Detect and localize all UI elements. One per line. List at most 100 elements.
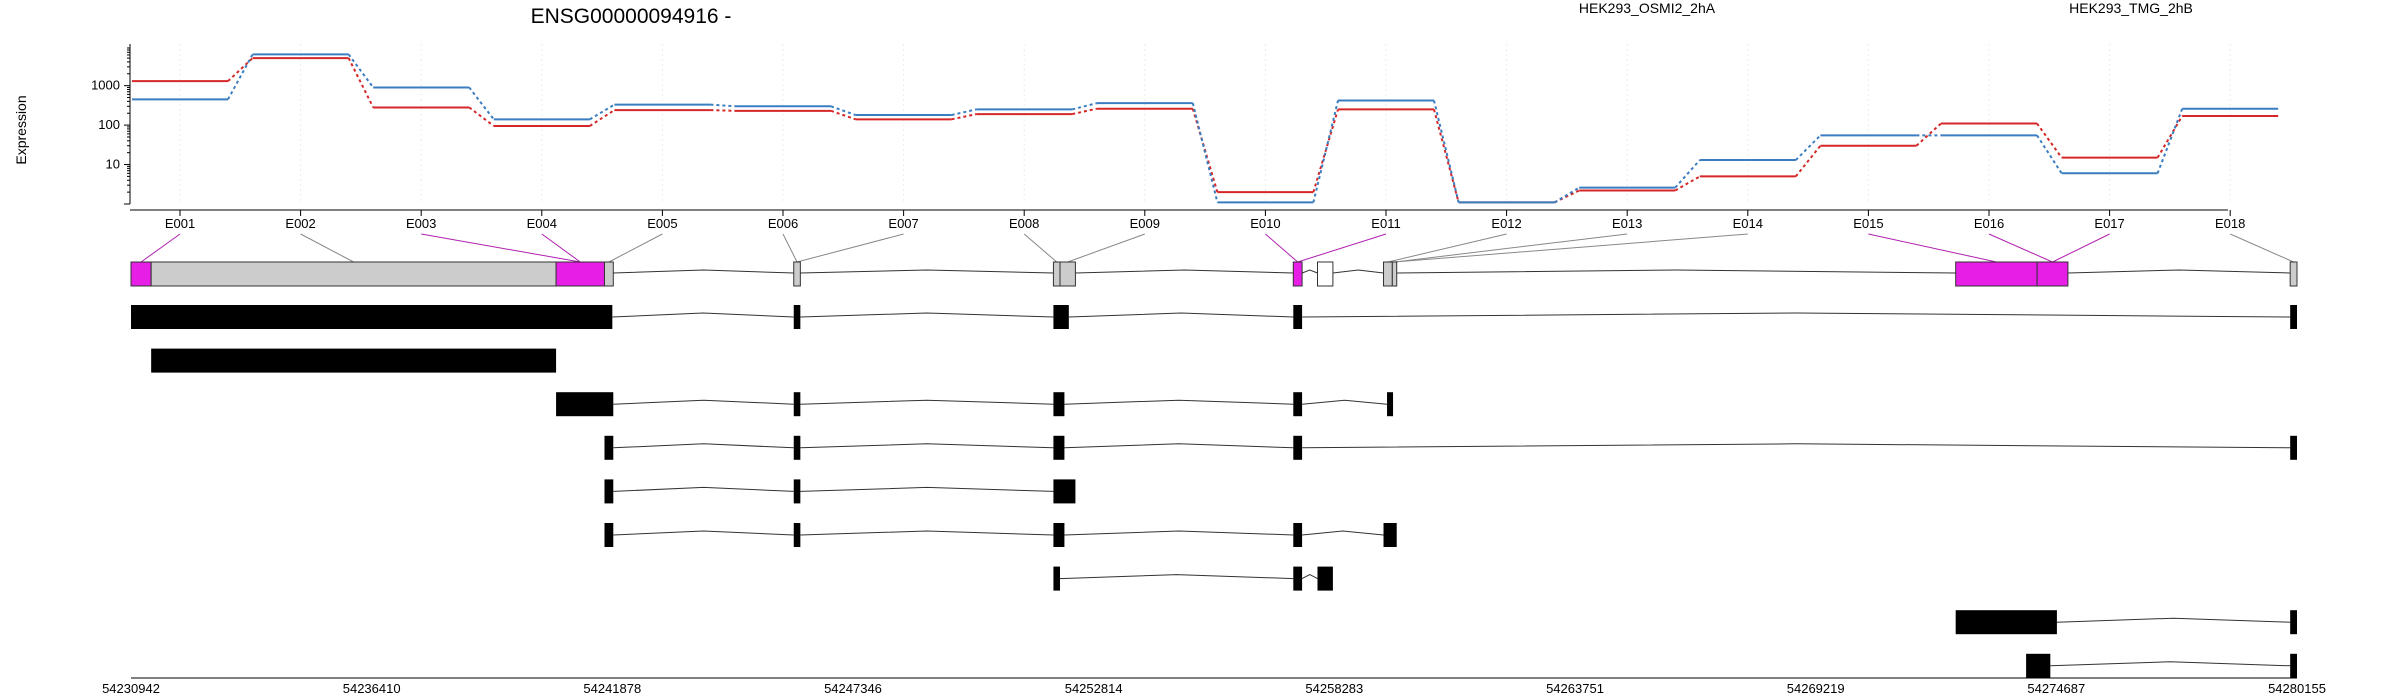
transcript-intron — [1060, 574, 1294, 580]
series-2-link — [2036, 134, 2063, 174]
series-2-link — [710, 103, 736, 108]
transcript-intron — [1064, 399, 1294, 405]
y-axis-label: Expression — [13, 95, 29, 164]
gene-intron — [1332, 269, 1384, 274]
transcript-exon — [131, 305, 613, 329]
x-tick-label-E017: E017 — [2094, 216, 2124, 231]
transcript-intron — [800, 486, 1054, 492]
transcript-exon — [793, 392, 801, 417]
legend-series-2: HEK293_TMG_2hB — [2069, 0, 2193, 16]
series-2-link — [347, 53, 375, 89]
series-2 — [132, 53, 2279, 204]
connector-E002 — [300, 233, 354, 263]
transcript-intron — [1301, 574, 1318, 580]
connector-E008 — [1023, 233, 1058, 263]
x-tick-label-E001: E001 — [165, 216, 195, 231]
exon-bin-E010 — [1383, 261, 1393, 287]
genomic-tick-label: 54236410 — [343, 681, 401, 696]
series-1 — [132, 57, 2279, 204]
series-2-link — [830, 105, 856, 116]
transcript-intron — [1302, 399, 1388, 405]
x-tick-label-E002: E002 — [285, 216, 315, 231]
series-2-link — [2156, 108, 2184, 174]
y-tick-label: 1000 — [91, 78, 120, 93]
gene-intron — [613, 269, 794, 274]
transcript-intron — [1302, 443, 2291, 449]
x-tick-label-E013: E013 — [1612, 216, 1642, 231]
exon-bin-E003 — [555, 261, 605, 287]
y-tick-label: 100 — [98, 117, 120, 132]
gene-intron — [1075, 269, 1294, 274]
transcript-intron — [1064, 443, 1294, 449]
transcript-exon — [1053, 479, 1076, 504]
x-tick-label-E003: E003 — [406, 216, 436, 231]
series-1-link — [589, 109, 615, 127]
transcript-intron — [2050, 661, 2291, 667]
transcript-5 — [604, 479, 1076, 504]
connector-E004 — [541, 233, 581, 263]
transcript-7 — [1053, 566, 1333, 591]
transcript-exon — [1053, 523, 1065, 547]
exon-bin-E013 — [2036, 261, 2069, 287]
exon-bin-E014 — [2289, 261, 2298, 287]
transcript-exon — [1053, 435, 1065, 460]
transcript-intron — [613, 443, 794, 449]
connector-E014 — [1394, 233, 1748, 263]
series-1-link — [1674, 175, 1701, 192]
exon-bin-E004 — [603, 261, 614, 287]
connector-E007 — [796, 233, 904, 263]
transcript-intron — [1302, 530, 1384, 536]
series-2-link — [1795, 134, 1822, 161]
exon-bin-E006 — [1052, 261, 1061, 287]
transcript-exon — [1317, 566, 1333, 591]
connector-E009 — [1067, 233, 1145, 263]
transcript-intron — [800, 443, 1054, 449]
series-1-link — [2156, 115, 2184, 159]
connector-E018 — [2229, 233, 2294, 263]
transcript-intron — [612, 312, 794, 318]
transcript-exon — [2290, 305, 2297, 329]
y-tick-label: 10 — [106, 157, 120, 172]
genomic-tick-label: 54230942 — [102, 681, 160, 696]
gene-model — [130, 261, 2298, 287]
genomic-tick-label: 54263751 — [1546, 681, 1604, 696]
x-tick-label-E010: E010 — [1250, 216, 1280, 231]
transcript-exon — [604, 479, 614, 504]
gene-intron — [1301, 269, 1318, 274]
gene-intron — [2067, 269, 2291, 274]
exon-bin-E007 — [1059, 261, 1076, 287]
series-1-link — [2036, 122, 2063, 159]
transcript-intron — [613, 530, 794, 536]
transcript-exon — [1053, 566, 1061, 591]
transcript-6 — [604, 523, 1397, 547]
expression-series — [132, 53, 2279, 204]
exon-bin-E008 — [1292, 261, 1303, 287]
genomic-tick-label: 54241878 — [583, 681, 641, 696]
exon-bin-E011 — [1391, 261, 1398, 287]
transcript-1 — [131, 305, 2297, 329]
x-tick-label-E006: E006 — [768, 216, 798, 231]
transcript-exon — [1053, 305, 1069, 329]
genomic-axis: 54230942 54236410 54241878 54247346 54252814… — [102, 677, 2326, 696]
transcript-exon — [1293, 392, 1303, 417]
genomic-tick-label: 54274687 — [2027, 681, 2085, 696]
x-tick-label-E014: E014 — [1733, 216, 1763, 231]
series-1-link — [710, 109, 736, 112]
gene-intron — [800, 269, 1054, 274]
transcript-exon — [1293, 435, 1303, 460]
connector-E016 — [1988, 233, 2053, 263]
exon-connectors — [140, 233, 2294, 263]
series-2-link — [589, 103, 615, 121]
transcript-exon — [2290, 653, 2297, 678]
x-tick-label-E009: E009 — [1130, 216, 1160, 231]
series-1-link — [1433, 109, 1460, 203]
connector-E003 — [421, 233, 581, 263]
connector-E012 — [1387, 233, 1507, 263]
series-2-link — [1071, 102, 1098, 111]
connector-E017 — [2052, 233, 2110, 263]
transcript-intron — [2056, 617, 2291, 623]
transcript-intron — [1064, 530, 1294, 536]
exon-bin-E002 — [150, 261, 557, 287]
transcript-exon — [1955, 610, 2057, 635]
transcript-exon — [793, 523, 801, 547]
